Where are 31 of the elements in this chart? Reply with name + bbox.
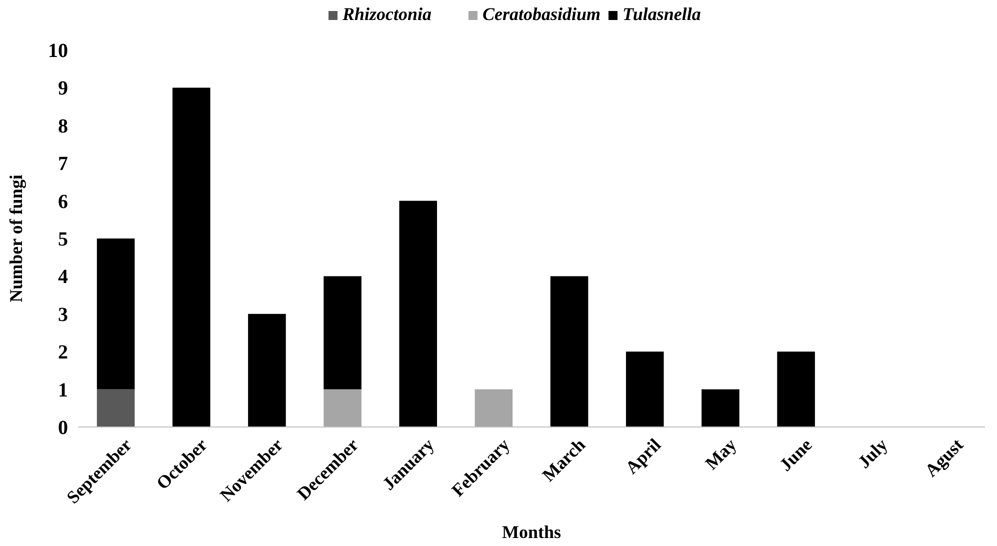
- bar: [96, 389, 135, 427]
- x-tick-label: May: [701, 434, 740, 474]
- y-axis-title: Number of fungi: [6, 174, 26, 302]
- y-tick-label: 8: [58, 115, 68, 138]
- y-tick-label: 6: [58, 190, 68, 213]
- bar: [324, 276, 362, 390]
- bar: [474, 389, 513, 427]
- y-tick-label: 9: [58, 78, 68, 100]
- bar: [777, 352, 815, 427]
- bar: [399, 200, 438, 427]
- bar: [626, 352, 664, 427]
- bar: [702, 389, 740, 427]
- y-tick-label: 5: [58, 228, 68, 250]
- y-tick-label: 10: [48, 40, 68, 62]
- x-tick-label: June: [775, 434, 816, 475]
- legend-label: Rhizoctonia: [342, 4, 432, 24]
- bar: [96, 238, 135, 390]
- y-tick-label: 3: [58, 304, 68, 326]
- bar: [172, 88, 210, 427]
- bar: [324, 389, 362, 427]
- legend-label: Tulasnella: [622, 4, 701, 24]
- legend-label: Ceratobasidium: [482, 4, 601, 24]
- bar: [550, 276, 588, 427]
- y-tick-label: 0: [58, 417, 68, 439]
- y-tick-label: 1: [58, 379, 68, 402]
- bar: [248, 314, 286, 427]
- y-tick-label: 4: [58, 266, 68, 288]
- y-tick-label: 7: [58, 153, 68, 176]
- y-tick-label: 2: [58, 342, 68, 364]
- x-axis-title: Months: [502, 522, 562, 542]
- x-tick-label: July: [854, 434, 892, 472]
